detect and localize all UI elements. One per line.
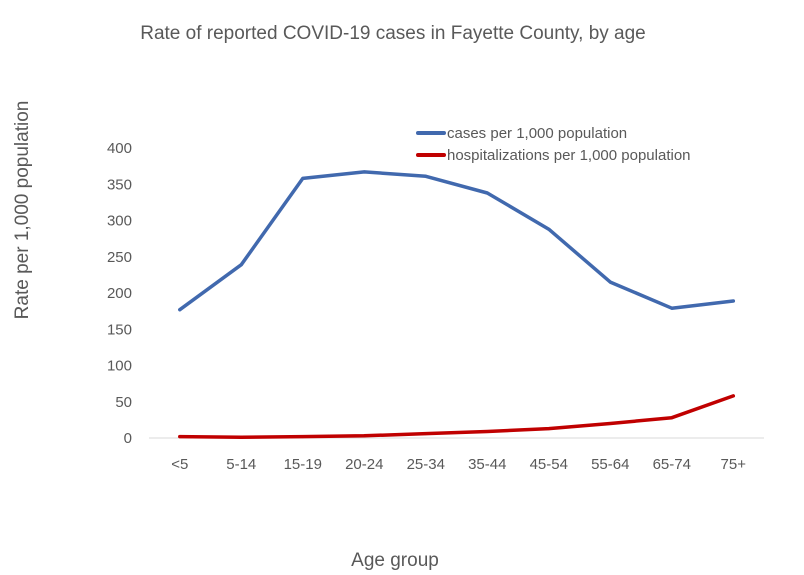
x-tick-label: 65-74 (653, 456, 691, 473)
data-point (547, 427, 551, 431)
data-point (608, 280, 612, 284)
data-point (608, 422, 612, 425)
data-point (362, 170, 366, 174)
data-point (485, 430, 489, 433)
data-point (301, 176, 305, 180)
x-tick-label: 45-54 (530, 456, 568, 473)
series-line-1 (178, 394, 736, 440)
x-tick-label: <5 (171, 456, 188, 473)
legend-label-cases: cases per 1,000 population (447, 125, 627, 142)
legend-label-hospitalizations: hospitalizations per 1,000 population (447, 147, 691, 164)
y-tick-label: 400 (107, 140, 132, 157)
data-point (424, 174, 428, 178)
data-point (547, 227, 551, 231)
y-tick-label: 100 (107, 358, 132, 375)
data-point (362, 434, 366, 438)
data-point (301, 435, 305, 439)
data-point (178, 308, 182, 312)
y-tick-label: 0 (124, 430, 132, 447)
x-axis-title: Age group (351, 550, 439, 571)
data-point (178, 435, 182, 439)
data-point (239, 263, 243, 267)
y-tick-label: 300 (107, 213, 132, 230)
y-tick-label: 250 (107, 249, 132, 266)
y-tick-label: 200 (107, 285, 132, 302)
x-tick-label: 55-64 (591, 456, 629, 473)
x-tick-label: 20-24 (345, 456, 383, 473)
legend: cases per 1,000 population hospitalizati… (416, 125, 691, 164)
x-tick-label: 75+ (721, 456, 747, 473)
series-lines (178, 170, 736, 440)
y-tick-label: 150 (107, 321, 132, 338)
x-tick-labels: <5 5-14 15-19 20-24 25-34 35-44 45-54 55-64 65-7… (171, 456, 746, 473)
series-line-0 (178, 170, 736, 312)
data-point (670, 306, 674, 310)
y-tick-label: 350 (107, 176, 132, 193)
data-point (670, 416, 674, 420)
data-point (731, 394, 735, 398)
chart-title: Rate of reported COVID-19 cases in Fayet… (140, 23, 646, 44)
data-point (485, 191, 489, 195)
data-point (731, 299, 735, 303)
data-point (424, 432, 428, 436)
y-tick-labels: 0 50 100 150 200 250 300 350 400 (107, 140, 132, 447)
x-tick-label: 25-34 (407, 456, 445, 473)
x-tick-label: 15-19 (284, 456, 322, 473)
data-point (239, 435, 243, 439)
x-tick-label: 5-14 (226, 456, 256, 473)
y-tick-label: 50 (115, 394, 132, 411)
x-tick-label: 35-44 (468, 456, 506, 473)
y-axis-title: Rate per 1,000 population (12, 101, 33, 320)
